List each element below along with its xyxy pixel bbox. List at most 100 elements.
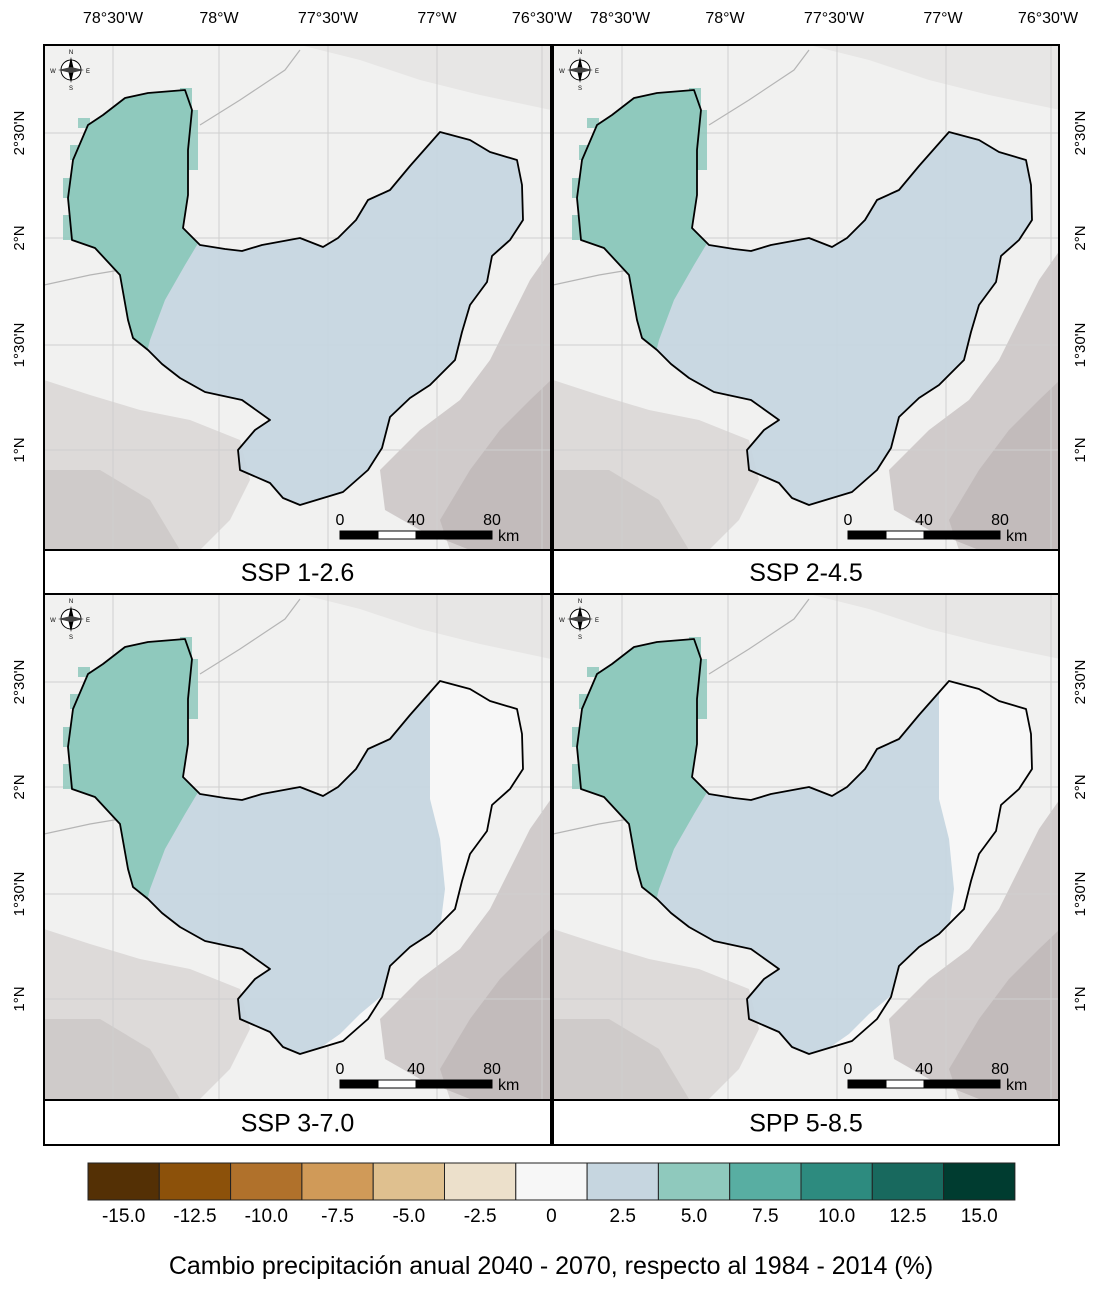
compass-icon: N S E W: [50, 50, 90, 92]
latitude-label: 1°N: [11, 437, 28, 462]
scale-tick-label: 40: [915, 1061, 933, 1078]
roads: [553, 49, 810, 286]
panel-title: SPP 5-8.5: [749, 1110, 863, 1138]
compass-icon: N S E W: [559, 50, 599, 92]
compass-icon: N S E W: [559, 599, 599, 641]
scale-tick-label: 40: [407, 1061, 425, 1078]
scale-tick-label: 0: [844, 512, 853, 529]
compass-letter: N: [578, 599, 582, 605]
rim-cell: [697, 110, 707, 170]
compass-letter: W: [50, 618, 56, 624]
roads: [44, 49, 301, 286]
rim-cell: [587, 667, 599, 677]
compass-letter: E: [86, 69, 90, 75]
latitude-label: 1°30'N: [11, 872, 28, 917]
mountain-relief: [553, 470, 689, 550]
compass-letter: W: [559, 618, 565, 624]
road: [44, 269, 121, 286]
latitude-label: 1°N: [1072, 986, 1089, 1011]
mountain-relief: [44, 1019, 180, 1099]
scale-segment: [377, 530, 417, 540]
legend-label: 10.0: [818, 1206, 855, 1227]
panel-title: SSP 3-7.0: [241, 1110, 355, 1138]
compass-letter: E: [595, 69, 599, 75]
latitude-label: 1°30'N: [1072, 872, 1089, 917]
legend-swatch: [515, 1162, 588, 1201]
longitude-label: 76°30'W: [1018, 10, 1079, 27]
rim-cell: [697, 659, 707, 719]
scale-segment: [377, 1079, 417, 1089]
scale-unit: km: [498, 1077, 519, 1094]
latitude-label: 2°N: [1072, 774, 1089, 799]
compass-letter: S: [578, 635, 582, 641]
compass-needle: [567, 616, 593, 622]
rim-cell: [572, 215, 582, 240]
longitude-label: 78°W: [705, 10, 745, 27]
legend-swatch: [800, 1162, 873, 1201]
legend-swatch: [87, 1162, 160, 1201]
mountain-relief: [380, 799, 551, 1099]
legend-label: 15.0: [961, 1206, 998, 1227]
rim-cell: [572, 727, 582, 747]
compass-icon: N S E W: [50, 599, 90, 641]
latitude-label: 2°30'N: [1072, 660, 1089, 705]
mountain-relief: [300, 594, 551, 659]
latitude-labels: 2°30'N 2°30'N 2°N 2°N 1°30'N 1°30'N 1°N 1°N 2°30…: [11, 111, 1089, 1012]
compass-needle: [567, 67, 593, 73]
compass-letter: N: [69, 599, 73, 605]
scale-segment: [847, 1079, 887, 1089]
compass-letter: N: [69, 50, 73, 56]
rim-cell: [63, 178, 73, 198]
compass-letter: N: [578, 50, 582, 56]
legend-swatch: [657, 1162, 731, 1201]
legend-label: 0: [546, 1206, 557, 1227]
rim-cell: [188, 110, 198, 170]
road: [199, 598, 301, 675]
legend-swatch: [729, 1162, 802, 1201]
legend-label: 12.5: [889, 1206, 926, 1227]
scale-unit: km: [1006, 528, 1027, 545]
rim-cell: [587, 118, 599, 128]
roads: [553, 598, 810, 835]
scale-segment: [339, 1079, 379, 1089]
scale-segment: [415, 1079, 493, 1089]
rim-cell: [188, 659, 198, 719]
longitude-label: 78°30'W: [590, 10, 651, 27]
latitude-label: 1°30'N: [1072, 323, 1089, 368]
scale-tick-label: 80: [483, 1061, 501, 1078]
mountain-relief: [440, 929, 551, 1099]
legend: -15.0 -12.5 -10.0 -7.5 -5.0 -2.5 0 2.5 5.0 7.5 10.…: [87, 1162, 1016, 1280]
rim-cell: [572, 178, 582, 198]
legend-swatch: [230, 1162, 303, 1201]
mountain-relief: [889, 251, 1059, 550]
road: [44, 818, 121, 835]
longitude-label: 77°W: [417, 10, 457, 27]
longitude-label: 76°30'W: [512, 10, 573, 27]
legend-label: 7.5: [752, 1206, 778, 1227]
scale-segment: [885, 1079, 925, 1089]
legend-label: -2.5: [464, 1206, 497, 1227]
scale-segment: [923, 530, 1001, 540]
longitude-labels: 78°30'W 78°W 77°30'W 77°W 76°30'W 78°30'W 78°W…: [83, 10, 1079, 27]
mountain-relief: [553, 380, 759, 550]
scale-segment: [885, 530, 925, 540]
compass-letter: S: [69, 86, 73, 92]
compass-letter: E: [86, 618, 90, 624]
latitude-label: 2°N: [11, 225, 28, 250]
scale-unit: km: [1006, 1077, 1027, 1094]
latitude-label: 2°30'N: [11, 111, 28, 156]
scale-segment: [923, 1079, 1001, 1089]
scale-tick-label: 80: [483, 512, 501, 529]
compass-letter: S: [578, 86, 582, 92]
legend-swatch: [943, 1162, 1016, 1201]
scale-tick-label: 0: [844, 1061, 853, 1078]
longitude-label: 77°W: [923, 10, 963, 27]
mountain-relief: [300, 45, 551, 110]
legend-label: 2.5: [610, 1206, 636, 1227]
roads: [44, 598, 301, 835]
scale-tick-label: 80: [991, 1061, 1009, 1078]
